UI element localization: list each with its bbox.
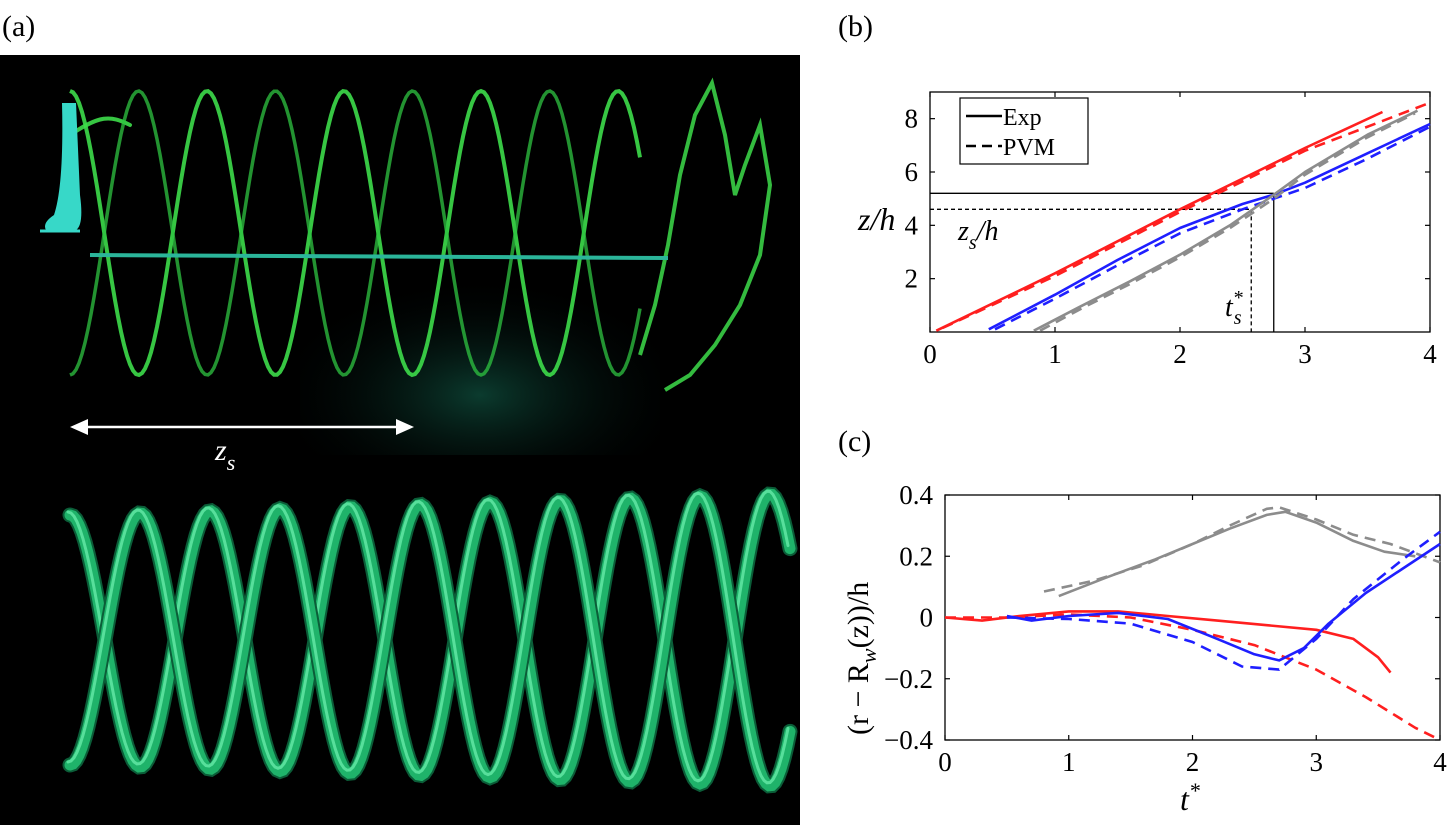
legend-box bbox=[959, 97, 1089, 165]
x-tick-label: 2 bbox=[1186, 747, 1200, 777]
x-tick-label: 3 bbox=[1310, 747, 1324, 777]
y-tick-label: −0.2 bbox=[884, 664, 933, 694]
y-tick-label: 6 bbox=[905, 157, 919, 187]
series-line-b-5 bbox=[1033, 109, 1419, 332]
x-axis-label: t* bbox=[1180, 778, 1200, 817]
chart-c-plot-area bbox=[944, 494, 1441, 741]
ts-annotation: t* s bbox=[1225, 287, 1243, 329]
y-axis-label: z/h bbox=[857, 201, 895, 237]
series-line-b-6 bbox=[1039, 112, 1416, 332]
y-tick-label: −0.4 bbox=[884, 725, 933, 755]
series-line-c-5 bbox=[1006, 542, 1441, 662]
panel-label-a: (a) bbox=[2, 10, 36, 43]
center-rod bbox=[89, 253, 669, 260]
x-tick-label: 4 bbox=[1423, 339, 1437, 369]
zs-annotation: zs/h bbox=[957, 216, 998, 254]
y-tick-label: 4 bbox=[905, 210, 919, 240]
dye-breakdown bbox=[638, 77, 773, 392]
zs-dimension-arrow bbox=[70, 419, 414, 435]
series-line-b-4 bbox=[994, 125, 1431, 331]
y-axis-label: (r − Rw(z))/h bbox=[842, 582, 881, 735]
y-tick-label: 0.4 bbox=[899, 480, 933, 510]
series-line-c-1 bbox=[1058, 510, 1416, 598]
y-tick-label: 0 bbox=[920, 603, 934, 633]
series-line-c-4 bbox=[945, 613, 1441, 742]
legend: Exp PVM bbox=[959, 97, 1089, 165]
x-tick-label: 2 bbox=[1173, 339, 1187, 369]
y-tick-label: 8 bbox=[905, 104, 919, 134]
tube-highlight-2 bbox=[66, 491, 790, 785]
x-tick-label: 0 bbox=[923, 339, 937, 369]
dye-filament-1 bbox=[69, 88, 642, 378]
series-line-c-3 bbox=[944, 610, 1392, 674]
chart-b-group: 0 1 2 3 4 2 4 6 8 Exp PVM z/h zs/h t* s bbox=[857, 91, 1437, 369]
x-tick-label: 0 bbox=[938, 747, 952, 777]
x-tick-label: 1 bbox=[1062, 747, 1076, 777]
y-tick-label: 2 bbox=[905, 264, 919, 294]
legend-label-pvm: PVM bbox=[1003, 135, 1055, 161]
panel-label-c: (c) bbox=[838, 425, 872, 458]
dye-filament-2 bbox=[69, 89, 642, 377]
chart-c-group: 0 1 2 3 4 −0.4 −0.2 0 0.2 0.4 (r − Rw(z))/h t* bbox=[842, 480, 1447, 817]
series-line-b-1 bbox=[935, 110, 1384, 332]
series-line-b-2 bbox=[941, 101, 1431, 330]
y-tick-label: 0.2 bbox=[899, 541, 933, 571]
x-tick-label: 1 bbox=[1048, 339, 1062, 369]
zs-dimension-label: zs bbox=[214, 434, 235, 475]
series-line-c-2 bbox=[1043, 506, 1441, 593]
series-line-c-6 bbox=[1006, 530, 1441, 671]
simulated-vortex-tubes bbox=[62, 486, 798, 794]
series-line-b-3 bbox=[988, 122, 1431, 331]
legend-label-exp: Exp bbox=[1003, 105, 1042, 131]
panel-label-b: (b) bbox=[838, 10, 873, 43]
panel-a-image: zs bbox=[0, 55, 800, 825]
x-tick-label: 3 bbox=[1298, 339, 1312, 369]
nozzle-tip bbox=[45, 103, 82, 230]
chart-b-plot-area bbox=[929, 91, 1431, 333]
x-tick-label: 4 bbox=[1433, 747, 1447, 777]
dye-helix bbox=[69, 77, 773, 392]
